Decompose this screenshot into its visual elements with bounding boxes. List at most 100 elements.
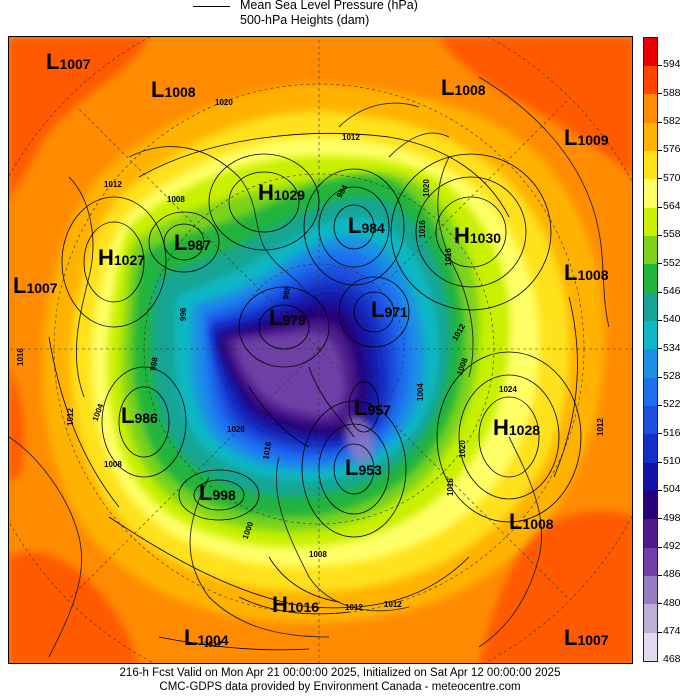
contour-label: 1024 (499, 385, 517, 394)
contour-label: 1012 (384, 600, 402, 609)
header: Mean Sea Level Pressure (hPa) 500-hPa He… (0, 0, 680, 36)
pressure-center-low: L1008 (564, 260, 609, 285)
colorbar-label: 558 (663, 228, 680, 240)
colorbar-label: 540 (663, 313, 680, 325)
colorbar-swatch (644, 151, 657, 179)
colorbar-tick (658, 405, 662, 406)
pressure-center-low: L979 (269, 305, 306, 330)
colorbar-label: 498 (663, 512, 680, 524)
data-credit-line: CMC-GDPS data provided by Environment Ca… (159, 681, 521, 693)
colorbar-label: 474 (663, 625, 680, 637)
colorbar-tick (658, 490, 662, 491)
colorbar-label: 504 (663, 483, 680, 495)
colorbar-label: 468 (663, 653, 680, 665)
heights-legend-label: 500-hPa Heights (dam) (240, 13, 370, 27)
colorbar-swatch (644, 208, 657, 236)
contour-label: 1016 (446, 478, 455, 496)
colorbar-label: 486 (663, 568, 680, 580)
colorbar-swatch (644, 519, 657, 548)
contour-label: 1016 (16, 348, 25, 366)
coastlines (9, 76, 610, 658)
colorbar-tick (658, 603, 662, 604)
weather-map: 1020 1012 1012 1008 1020 1016 1012 1016 … (9, 37, 632, 663)
contour-label: 1020 (422, 179, 431, 197)
colorbar-tick (658, 462, 662, 463)
colorbar-tick (658, 93, 662, 94)
colorbar-swatch (644, 434, 657, 463)
colorbar-swatch (644, 604, 657, 633)
colorbar-swatch (644, 349, 657, 378)
colorbar-tick (658, 263, 662, 264)
colorbar-label: 594 (663, 58, 680, 70)
colorbar-swatch (644, 38, 657, 66)
pressure-center-high: H1027 (98, 245, 146, 270)
pressure-center-low: L957 (354, 395, 391, 420)
colorbar-tick (658, 150, 662, 151)
contour-label: 988 (148, 356, 159, 371)
colorbar-label: 546 (663, 285, 680, 297)
colorbar-swatch (644, 548, 657, 576)
pressure-center-low: L998 (199, 480, 236, 505)
longitude-lines (9, 37, 632, 663)
colorbar-tick (658, 235, 662, 236)
colorbar-label: 534 (663, 342, 680, 354)
colorbar-label: 582 (663, 115, 680, 127)
pressure-center-high: H1029 (258, 180, 306, 205)
colorbar-label: 588 (663, 87, 680, 99)
colorbar-swatch (644, 633, 657, 661)
pressure-center-low: L1007 (564, 625, 609, 650)
pressure-center-low: L984 (348, 213, 385, 238)
colorbar-tick (658, 65, 662, 66)
footer: 216-h Fcst Valid on Mon Apr 21 00:00:00 … (0, 666, 680, 694)
colorbar-swatch (644, 378, 657, 406)
forecast-valid-line: 216-h Fcst Valid on Mon Apr 21 00:00:00 … (119, 667, 561, 679)
contour-label: 1020 (227, 425, 245, 434)
pressure-center-high: H1030 (454, 223, 502, 248)
contour-label: 1012 (204, 640, 222, 649)
pressure-center-low: L1007 (13, 273, 58, 298)
pressure-center-low: L1009 (564, 125, 609, 150)
colorbar-label: 528 (663, 370, 680, 382)
colorbar-tick (658, 575, 662, 576)
pressure-center-low: L1007 (46, 49, 91, 74)
contour-label: 1012 (342, 133, 360, 142)
colorbar-tick (658, 207, 662, 208)
pressure-center-low: L971 (371, 297, 408, 322)
colorbar-label: 576 (663, 143, 680, 155)
colorbar-tick (658, 320, 662, 321)
colorbar-swatch (644, 491, 657, 519)
isobars (48, 132, 582, 651)
pressure-center-low: L986 (121, 403, 158, 428)
height-band-588 (9, 37, 632, 663)
pressure-center-low: L1008 (151, 77, 196, 102)
colorbar-swatch (644, 321, 657, 349)
contour-label: 1020 (458, 440, 467, 458)
colorbar-label: 516 (663, 427, 680, 439)
height-colorbar (643, 37, 658, 662)
pressure-center-low: L1008 (509, 509, 554, 534)
contour-label: 996 (179, 307, 188, 321)
colorbar-tick (658, 632, 662, 633)
contour-label: 1008 (309, 550, 327, 559)
colorbar-label: 510 (663, 455, 680, 467)
contour-label: 1008 (167, 195, 185, 204)
colorbar-label: 522 (663, 398, 680, 410)
colorbar-tick (658, 348, 662, 349)
colorbar-tick (658, 178, 662, 179)
pressure-center-high: H1016 (272, 592, 320, 617)
colorbar-swatch (644, 179, 657, 208)
colorbar-tick (658, 433, 662, 434)
contour-label: 1016 (261, 441, 273, 461)
colorbar-tick (658, 292, 662, 293)
colorbar-swatch (644, 576, 657, 604)
mslp-legend-line (193, 6, 230, 7)
colorbar-swatch (644, 463, 657, 491)
colorbar-tick (658, 518, 662, 519)
pressure-center-low: L987 (174, 230, 211, 255)
contour-label: 1012 (596, 418, 605, 436)
height-band-486 (234, 331, 345, 416)
colorbar-tick (658, 377, 662, 378)
colorbar-swatch (644, 406, 657, 434)
colorbar-label: 492 (663, 540, 680, 552)
map-panel: 1020 1012 1012 1008 1020 1016 1012 1016 … (8, 36, 633, 664)
